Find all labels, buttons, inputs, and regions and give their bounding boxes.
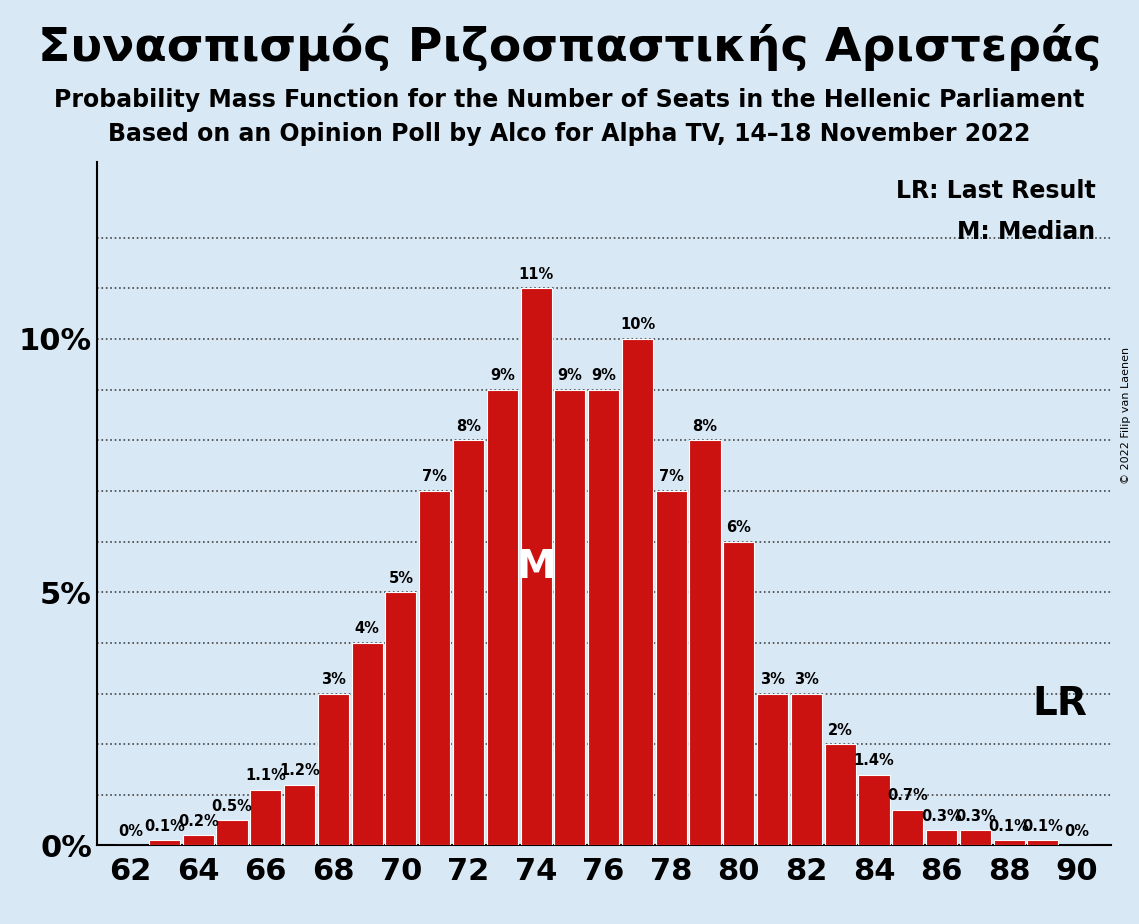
Bar	[182, 835, 214, 845]
Text: 9%: 9%	[490, 368, 515, 383]
Bar	[859, 774, 890, 845]
Bar	[960, 831, 991, 845]
Text: 5%: 5%	[388, 571, 413, 586]
Bar	[385, 592, 417, 845]
Text: 10%: 10%	[620, 317, 655, 333]
Text: M: M	[517, 548, 556, 586]
Text: 9%: 9%	[591, 368, 616, 383]
Text: 3%: 3%	[760, 672, 785, 687]
Bar	[521, 288, 551, 845]
Bar	[757, 694, 788, 845]
Text: 0.1%: 0.1%	[989, 819, 1030, 833]
Text: 0%: 0%	[118, 824, 144, 839]
Bar	[723, 541, 754, 845]
Text: 8%: 8%	[693, 419, 718, 433]
Bar	[790, 694, 822, 845]
Text: 7%: 7%	[423, 469, 448, 484]
Text: © 2022 Filip van Laenen: © 2022 Filip van Laenen	[1121, 347, 1131, 484]
Text: 0.3%: 0.3%	[921, 808, 962, 823]
Text: 0%: 0%	[1064, 824, 1089, 839]
Bar	[486, 390, 518, 845]
Text: 6%: 6%	[727, 520, 752, 535]
Text: Based on an Opinion Poll by Alco for Alpha TV, 14–18 November 2022: Based on an Opinion Poll by Alco for Alp…	[108, 122, 1031, 146]
Text: 3%: 3%	[794, 672, 819, 687]
Text: 3%: 3%	[321, 672, 346, 687]
Text: 0.1%: 0.1%	[144, 819, 185, 833]
Text: 11%: 11%	[518, 267, 554, 282]
Text: 9%: 9%	[557, 368, 582, 383]
Text: 0.1%: 0.1%	[1023, 819, 1064, 833]
Bar	[926, 831, 957, 845]
Text: 4%: 4%	[354, 621, 379, 637]
Text: 0.2%: 0.2%	[178, 814, 219, 829]
Text: 7%: 7%	[658, 469, 683, 484]
Text: M: Median: M: Median	[957, 220, 1096, 244]
Bar	[588, 390, 620, 845]
Text: LR: Last Result: LR: Last Result	[895, 179, 1096, 202]
Bar	[318, 694, 349, 845]
Text: 1.2%: 1.2%	[279, 763, 320, 778]
Text: 0.5%: 0.5%	[212, 798, 253, 813]
Bar	[251, 790, 281, 845]
Bar	[149, 841, 180, 845]
Bar	[622, 339, 653, 845]
Text: Probability Mass Function for the Number of Seats in the Hellenic Parliament: Probability Mass Function for the Number…	[55, 88, 1084, 112]
Bar	[453, 440, 484, 845]
Text: 2%: 2%	[828, 723, 853, 737]
Text: 1.1%: 1.1%	[245, 768, 286, 784]
Bar	[825, 744, 855, 845]
Text: LR: LR	[1032, 685, 1088, 723]
Bar	[352, 643, 383, 845]
Bar	[216, 821, 247, 845]
Bar	[892, 810, 924, 845]
Bar	[689, 440, 721, 845]
Text: 1.4%: 1.4%	[853, 753, 894, 768]
Bar	[284, 784, 316, 845]
Text: 0.7%: 0.7%	[887, 788, 928, 804]
Text: 8%: 8%	[456, 419, 481, 433]
Bar	[1027, 841, 1058, 845]
Text: 0.3%: 0.3%	[954, 808, 995, 823]
Bar	[656, 491, 687, 845]
Text: Συνασπισμός Ριζοσπαστικής Αριστεράς: Συνασπισμός Ριζοσπαστικής Αριστεράς	[38, 23, 1101, 70]
Bar	[419, 491, 450, 845]
Bar	[555, 390, 585, 845]
Bar	[993, 841, 1025, 845]
